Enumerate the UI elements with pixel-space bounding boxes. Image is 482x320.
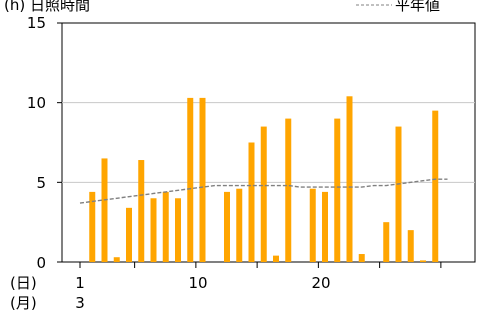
bar-day-26	[383, 222, 390, 262]
bar-day-11	[199, 97, 206, 262]
x-tick-label-20: 20	[311, 274, 330, 292]
bar-day-23	[346, 96, 353, 262]
bar-day-20	[309, 188, 316, 262]
bar-day-18	[285, 118, 292, 262]
x-tick-label-1: 1	[75, 274, 85, 292]
bar-day-8	[162, 191, 169, 262]
month-label: 3	[75, 294, 85, 312]
bar-day-13	[224, 191, 230, 262]
bar-day-15	[248, 142, 255, 262]
chart-title: (h) 日照時間	[4, 0, 90, 14]
bar-day-21	[322, 191, 328, 262]
bar-day-27	[395, 126, 402, 262]
bars	[89, 96, 439, 262]
bar-day-6	[138, 160, 145, 262]
bar-day-22	[334, 118, 341, 262]
x-unit-label: (日)	[10, 274, 37, 292]
bar-day-7	[150, 198, 157, 262]
bar-day-2	[89, 191, 96, 262]
bar-day-29	[420, 260, 426, 262]
normal-line	[79, 178, 448, 204]
bar-day-14	[236, 188, 243, 262]
y-tick-label-5: 5	[36, 174, 46, 192]
bar-day-4	[113, 257, 120, 262]
month-unit-label: (月)	[10, 294, 37, 312]
bar-day-9	[175, 198, 181, 262]
bar-day-30	[432, 110, 439, 262]
plot-area	[61, 22, 476, 263]
y-tick-label-15: 15	[27, 14, 46, 32]
x-ticks	[79, 262, 442, 268]
y-tick-label-0: 0	[36, 254, 46, 272]
bar-day-5	[126, 207, 132, 262]
x-tick-label-10: 10	[188, 274, 207, 292]
y-tick-label-10: 10	[27, 94, 46, 112]
bar-day-3	[101, 158, 108, 262]
bar-day-10	[187, 97, 194, 262]
y-ticks	[57, 22, 62, 263]
bar-day-17	[273, 255, 279, 262]
bar-day-24	[358, 254, 365, 262]
bar-day-16	[260, 126, 267, 262]
bar-day-28	[407, 230, 414, 262]
legend-normal-label: 平年値	[395, 0, 440, 14]
